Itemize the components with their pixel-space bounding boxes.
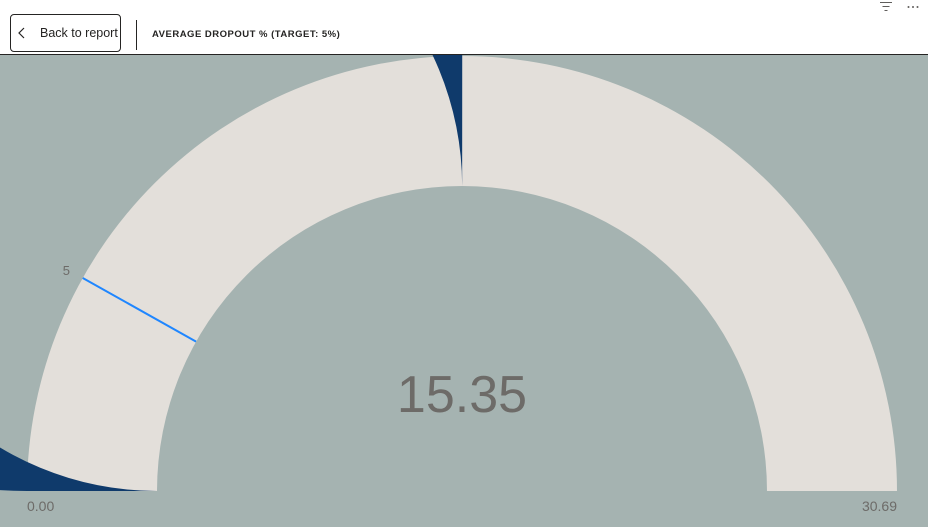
more-options-icon[interactable] [906,1,920,12]
gauge-target-line [82,277,197,343]
gauge-max-label: 30.69 [862,498,897,514]
gauge-canvas: 5 15.35 0.00 30.69 [0,54,928,527]
visual-title: AVERAGE DROPOUT % (TARGET: 5%) [152,29,341,40]
back-button-label: Back to report [40,26,118,40]
header-divider [136,20,137,50]
gauge-chart: 5 15.35 0.00 30.69 [0,55,897,514]
gauge-target-label: 5 [63,263,70,278]
gauge-min-label: 0.00 [27,498,54,514]
chevron-left-icon [18,27,25,39]
filter-icon[interactable] [879,1,893,12]
visual-header: Back to report AVERAGE DROPOUT % (TARGET… [0,0,928,54]
gauge-track [27,56,897,491]
gauge-value-label: 15.35 [397,366,527,424]
back-to-report-button[interactable]: Back to report [10,14,121,52]
